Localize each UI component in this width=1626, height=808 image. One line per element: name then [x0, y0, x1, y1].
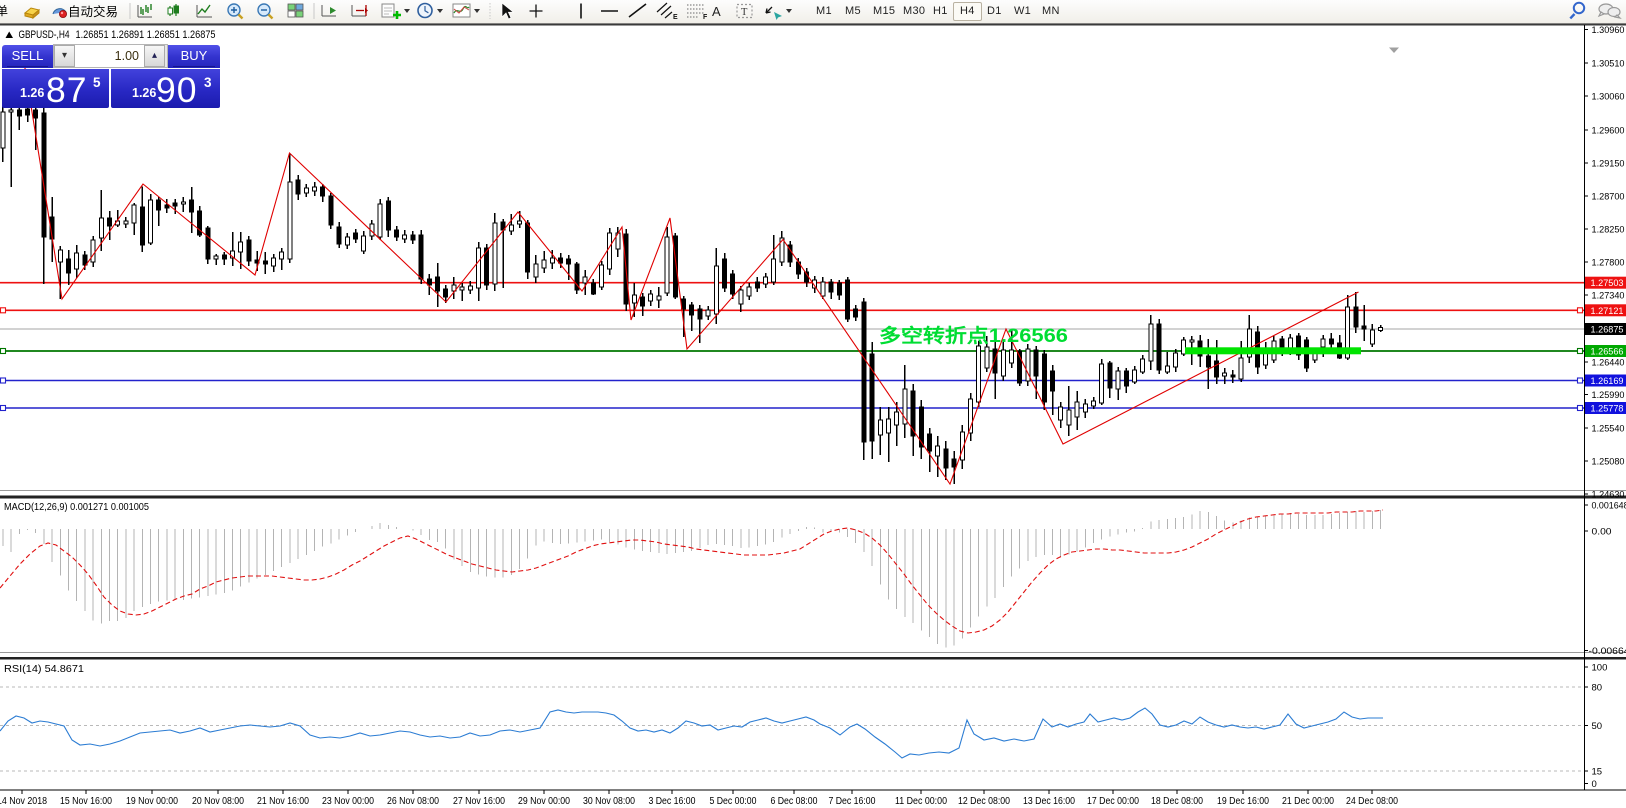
svg-text:E: E	[673, 14, 678, 21]
svg-text:5 Dec 00:00: 5 Dec 00:00	[710, 796, 758, 807]
svg-text:24 Dec 08:00: 24 Dec 08:00	[1346, 796, 1399, 807]
svg-text:1.26440: 1.26440	[1592, 358, 1625, 369]
svg-text:-0.00664: -0.00664	[1589, 646, 1626, 657]
svg-text:21 Dec 00:00: 21 Dec 00:00	[1282, 796, 1335, 807]
svg-text:23 Nov 00:00: 23 Nov 00:00	[322, 796, 375, 807]
svg-text:1.30960: 1.30960	[1592, 25, 1625, 36]
svg-text:1.26169: 1.26169	[1591, 376, 1624, 387]
svg-text:T: T	[741, 7, 748, 18]
svg-text:1.27340: 1.27340	[1592, 291, 1625, 302]
svg-text:1.30510: 1.30510	[1592, 59, 1625, 70]
svg-text:1.27121: 1.27121	[1591, 306, 1624, 317]
svg-text:30 Nov 08:00: 30 Nov 08:00	[583, 796, 636, 807]
svg-text:50: 50	[1592, 721, 1603, 732]
svg-text:1.26851 1.26891 1.26851 1.2687: 1.26851 1.26891 1.26851 1.26875	[76, 29, 216, 41]
svg-text:1.28250: 1.28250	[1592, 225, 1625, 236]
svg-text:100: 100	[1592, 663, 1608, 674]
svg-text:自动交易: 自动交易	[68, 4, 118, 19]
svg-text:1.25778: 1.25778	[1591, 404, 1624, 415]
svg-text:1.27503: 1.27503	[1591, 278, 1624, 289]
svg-text:单: 单	[0, 4, 8, 18]
svg-text:1.25990: 1.25990	[1592, 390, 1625, 401]
svg-text:20 Nov 08:00: 20 Nov 08:00	[192, 796, 245, 807]
svg-text:13 Dec 16:00: 13 Dec 16:00	[1023, 796, 1076, 807]
svg-text:80: 80	[1592, 683, 1603, 694]
svg-text:19 Nov 00:00: 19 Nov 00:00	[126, 796, 179, 807]
svg-text:14 Nov 2018: 14 Nov 2018	[0, 796, 47, 807]
svg-text:1.29600: 1.29600	[1592, 126, 1625, 137]
svg-text:21 Nov 16:00: 21 Nov 16:00	[257, 796, 310, 807]
svg-text:29 Nov 00:00: 29 Nov 00:00	[518, 796, 571, 807]
svg-text:1.25080: 1.25080	[1592, 457, 1625, 468]
svg-text:1.27800: 1.27800	[1592, 258, 1625, 269]
svg-text:GBPUSD-,H4: GBPUSD-,H4	[19, 29, 70, 41]
svg-text:F: F	[703, 14, 708, 21]
svg-text:0.00: 0.00	[1592, 527, 1612, 538]
svg-text:0.001648: 0.001648	[1592, 501, 1626, 512]
svg-text:1.26566: 1.26566	[1591, 347, 1624, 358]
svg-text:26 Nov 08:00: 26 Nov 08:00	[387, 796, 440, 807]
svg-text:多空转折点1.26566: 多空转折点1.26566	[879, 324, 1068, 347]
svg-text:RSI(14) 54.8671: RSI(14) 54.8671	[4, 663, 84, 675]
svg-text:1.24630: 1.24630	[1592, 490, 1625, 501]
svg-text:A: A	[712, 4, 721, 19]
svg-text:15: 15	[1592, 767, 1603, 778]
svg-text:12 Dec 08:00: 12 Dec 08:00	[958, 796, 1011, 807]
svg-text:27 Nov 16:00: 27 Nov 16:00	[453, 796, 506, 807]
svg-text:18 Dec 08:00: 18 Dec 08:00	[1151, 796, 1204, 807]
svg-text:11 Dec 00:00: 11 Dec 00:00	[895, 796, 948, 807]
svg-text:1.26875: 1.26875	[1591, 325, 1624, 336]
svg-text:1.28700: 1.28700	[1592, 192, 1625, 203]
svg-text:1.29150: 1.29150	[1592, 159, 1625, 170]
svg-text:7 Dec 16:00: 7 Dec 16:00	[829, 796, 877, 807]
svg-text:15 Nov 16:00: 15 Nov 16:00	[60, 796, 113, 807]
svg-text:1.25540: 1.25540	[1592, 424, 1625, 435]
svg-text:MACD(12,26,9) 0.001271 0.00100: MACD(12,26,9) 0.001271 0.001005	[4, 501, 149, 513]
svg-text:17 Dec 00:00: 17 Dec 00:00	[1087, 796, 1140, 807]
svg-text:1.30060: 1.30060	[1592, 92, 1625, 103]
svg-text:19 Dec 16:00: 19 Dec 16:00	[1217, 796, 1270, 807]
svg-text:6 Dec 08:00: 6 Dec 08:00	[771, 796, 819, 807]
svg-text:0: 0	[1592, 779, 1597, 790]
svg-text:3 Dec 16:00: 3 Dec 16:00	[649, 796, 697, 807]
